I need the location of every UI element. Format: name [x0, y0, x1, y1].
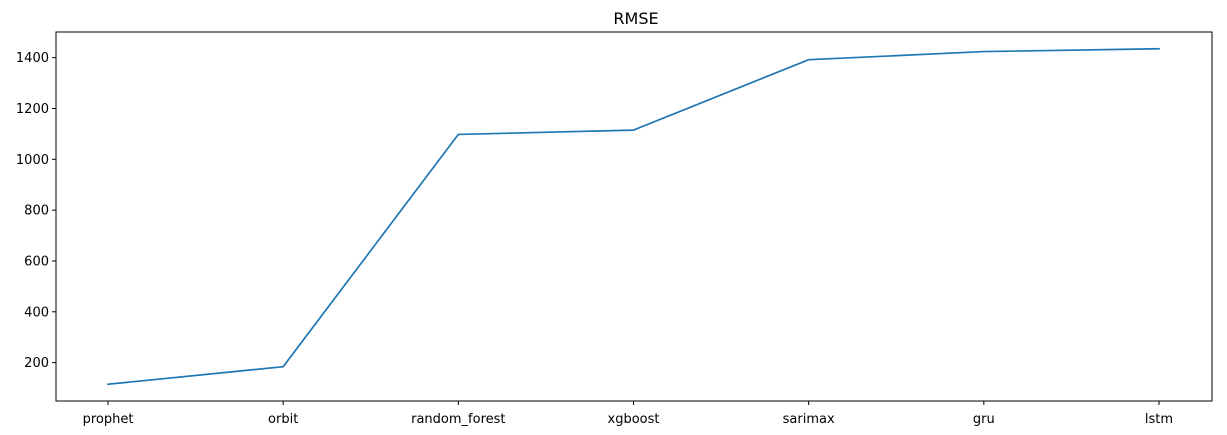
- series-layer: [107, 47, 1160, 386]
- y-tick-label: 1000: [16, 153, 49, 168]
- y-tick-label: 1200: [16, 102, 49, 117]
- x-tick-label: prophet: [83, 412, 134, 427]
- y-tick-label: 600: [24, 254, 49, 269]
- y-tick-label: 200: [24, 356, 49, 371]
- x-tick-label: gru: [973, 412, 995, 427]
- x-tick-label: sarimax: [783, 412, 835, 427]
- y-tick-label: 1400: [16, 51, 49, 66]
- chart-title: RMSE: [613, 9, 658, 28]
- x-tick-label: orbit: [268, 412, 298, 427]
- x-tick-label: lstm: [1145, 412, 1173, 427]
- x-tick-label: random_forest: [411, 412, 505, 427]
- y-tick-label: 800: [24, 204, 49, 219]
- series-line: [107, 47, 1160, 386]
- x-tick-label: xgboost: [608, 412, 660, 427]
- plot-frame: [55, 31, 1213, 402]
- ticks: 200 400 600 800 1000 1200 1400 prophet orbit rand…: [16, 51, 1173, 427]
- y-tick-label: 400: [24, 305, 49, 320]
